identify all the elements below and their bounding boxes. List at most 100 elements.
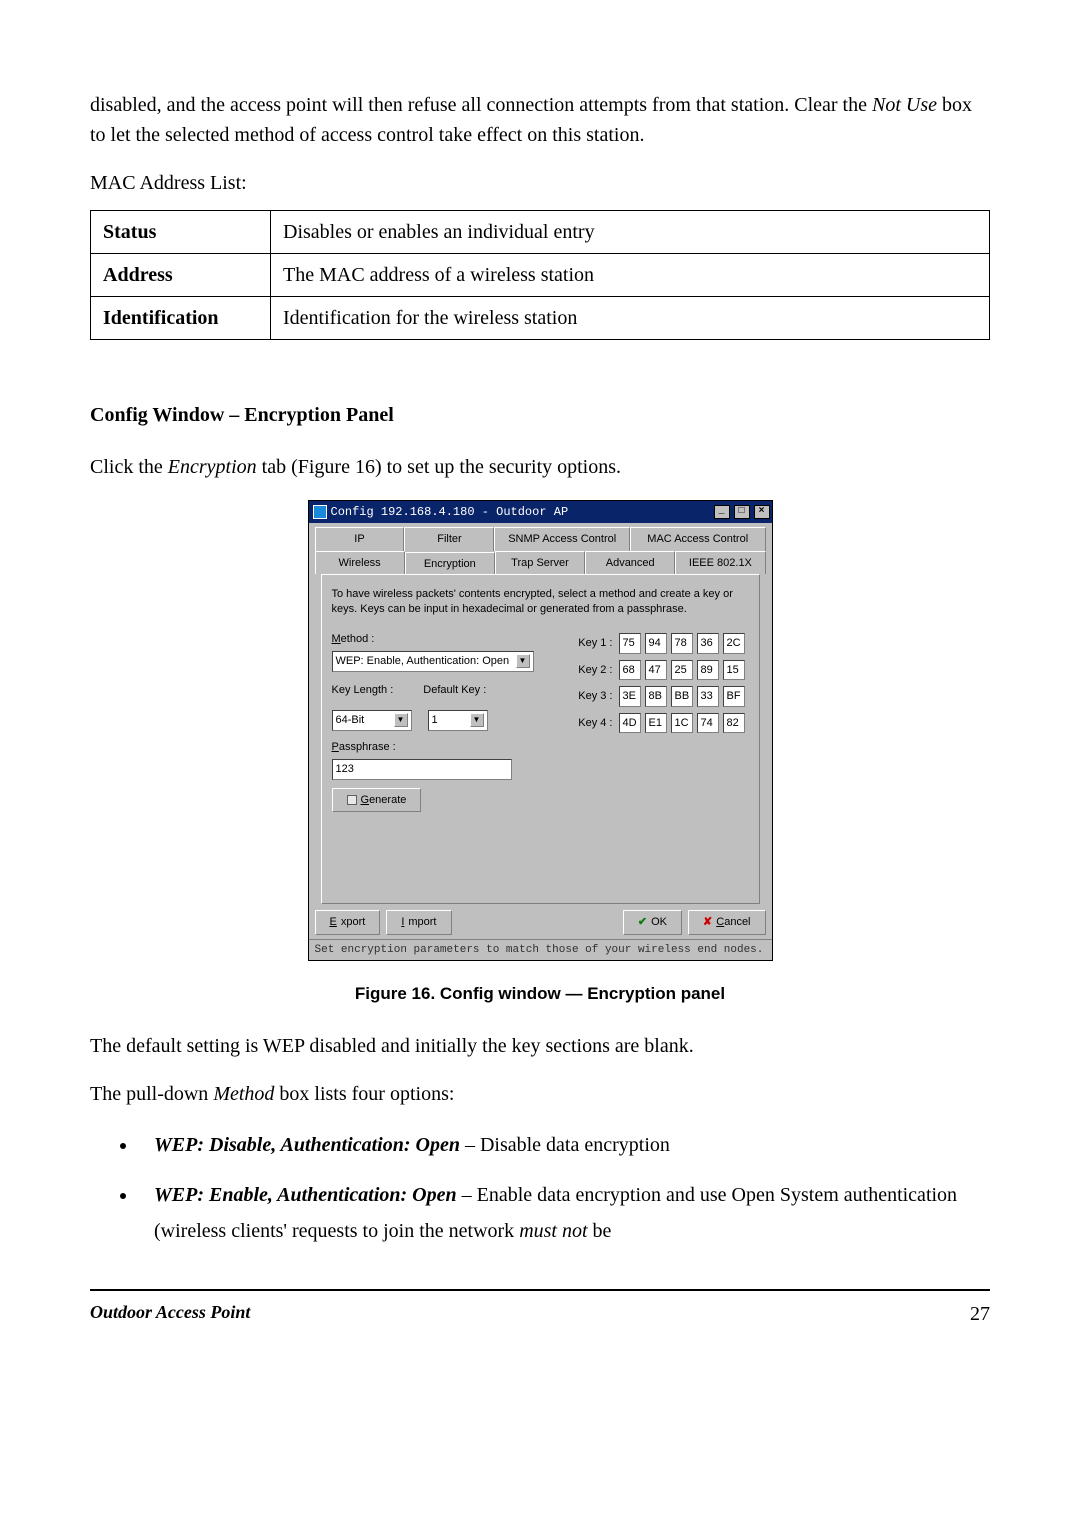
tab-ip[interactable]: IP <box>315 527 405 551</box>
bottom-button-row: Export Import ✔ OK ✘ Cancel <box>315 910 766 935</box>
label-text: assphrase : <box>339 741 396 753</box>
btn-text: OK <box>651 914 667 931</box>
titlebar: Config 192.168.4.180 - Outdoor AP _ □ × <box>309 501 772 523</box>
tab-encryption[interactable]: Encryption <box>405 552 495 576</box>
cancel-button[interactable]: ✘ Cancel <box>688 910 765 935</box>
accel: C <box>716 916 724 928</box>
panel-instruction: To have wireless packets' contents encry… <box>332 587 749 617</box>
text: box lists four options: <box>274 1083 454 1105</box>
tab-filter[interactable]: Filter <box>404 527 494 551</box>
maximize-button[interactable]: □ <box>734 505 750 519</box>
pulldown-paragraph: The pull-down Method box lists four opti… <box>90 1079 990 1109</box>
generate-button[interactable]: Generate <box>332 788 422 813</box>
tab-row-1: IP Filter SNMP Access Control MAC Access… <box>315 527 766 551</box>
system-menu-icon[interactable] <box>313 505 327 519</box>
key-cell[interactable]: 94 <box>645 633 667 654</box>
mac-col-desc: The MAC address of a wireless station <box>271 254 990 297</box>
click-encryption-line: Click the Encryption tab (Figure 16) to … <box>90 452 990 482</box>
chevron-down-icon: ▼ <box>470 713 484 727</box>
import-button[interactable]: Import <box>386 910 451 935</box>
key-cell[interactable]: 4D <box>619 713 641 734</box>
key-length-dropdown[interactable]: 64-Bit ▼ <box>332 710 412 731</box>
key-cell[interactable]: 75 <box>619 633 641 654</box>
list-item: WEP: Disable, Authentication: Open – Dis… <box>138 1127 990 1163</box>
intro-text: disabled, and the access point will then… <box>90 94 872 116</box>
key-cell[interactable]: E1 <box>645 713 667 734</box>
key-cell[interactable]: 82 <box>723 713 745 734</box>
key-cell[interactable]: 33 <box>697 686 719 707</box>
btn-text: enerate <box>369 794 406 806</box>
encryption-panel: To have wireless packets' contents encry… <box>321 574 760 904</box>
accel: M <box>332 633 341 645</box>
tab-advanced[interactable]: Advanced <box>585 551 675 575</box>
key-row-2: Key 2 : 68 47 25 89 15 <box>571 660 745 681</box>
key-cell[interactable]: 15 <box>723 660 745 681</box>
tab-mac-access[interactable]: MAC Access Control <box>630 527 766 551</box>
key-cell[interactable]: 3E <box>619 686 641 707</box>
mac-col-desc: Disables or enables an individual entry <box>271 211 990 254</box>
text-italic: Method <box>213 1083 274 1105</box>
figure-caption: Figure 16. Config window — Encryption pa… <box>90 981 990 1007</box>
key-cell[interactable]: 25 <box>671 660 693 681</box>
text: The pull-down <box>90 1083 213 1105</box>
key-cell[interactable]: 89 <box>697 660 719 681</box>
key-cell[interactable]: 74 <box>697 713 719 734</box>
key-label: Key 3 : <box>571 688 613 705</box>
table-row: Identification Identification for the wi… <box>91 297 990 340</box>
mac-col-header: Address <box>91 254 271 297</box>
key-row-1: Key 1 : 75 94 78 36 2C <box>571 633 745 654</box>
key-label: Key 4 : <box>571 715 613 732</box>
tab-snmp-access[interactable]: SNMP Access Control <box>494 527 630 551</box>
window-title: Config 192.168.4.180 - Outdoor AP <box>331 503 710 521</box>
intro-italic: Not Use <box>872 94 937 116</box>
accel: G <box>361 794 370 806</box>
passphrase-input[interactable]: 123 <box>332 759 512 780</box>
method-dropdown[interactable]: WEP: Enable, Authentication: Open ▼ <box>332 651 534 672</box>
accel: I <box>401 914 404 931</box>
export-button[interactable]: Export <box>315 910 381 935</box>
page-number: 27 <box>970 1299 990 1329</box>
mac-col-header: Status <box>91 211 271 254</box>
key-cell[interactable]: BF <box>723 686 745 707</box>
mac-address-table: Status Disables or enables an individual… <box>90 210 990 340</box>
default-setting-paragraph: The default setting is WEP disabled and … <box>90 1031 990 1061</box>
key-cell[interactable]: 78 <box>671 633 693 654</box>
check-icon: ✔ <box>638 914 647 931</box>
tab-row-2: Wireless Encryption Trap Server Advanced… <box>315 551 766 575</box>
passphrase-label: Passphrase : <box>332 739 749 756</box>
key-cell[interactable]: 8B <box>645 686 667 707</box>
config-window: Config 192.168.4.180 - Outdoor AP _ □ × … <box>308 500 773 961</box>
list-item: WEP: Enable, Authentication: Open – Enab… <box>138 1177 990 1249</box>
key-cell[interactable]: 68 <box>619 660 641 681</box>
key-cell[interactable]: 47 <box>645 660 667 681</box>
text-italic: Encryption <box>168 456 257 478</box>
default-key-dropdown[interactable]: 1 ▼ <box>428 710 488 731</box>
dropdown-value: 64-Bit <box>336 712 390 729</box>
key-row-3: Key 3 : 3E 8B BB 33 BF <box>571 686 745 707</box>
table-row: Address The MAC address of a wireless st… <box>91 254 990 297</box>
option-name: WEP: Disable, Authentication: Open <box>154 1134 460 1156</box>
ok-button[interactable]: ✔ OK <box>623 910 682 935</box>
tab-trap-server[interactable]: Trap Server <box>495 551 585 575</box>
page-footer: Outdoor Access Point 27 <box>90 1289 990 1329</box>
text: Click the <box>90 456 168 478</box>
tab-ieee8021x[interactable]: IEEE 802.1X <box>675 551 765 575</box>
tab-strip: IP Filter SNMP Access Control MAC Access… <box>309 523 772 904</box>
key-grid: Key 1 : 75 94 78 36 2C Key 2 : 68 47 25 … <box>571 633 745 739</box>
close-button[interactable]: × <box>754 505 770 519</box>
dropdown-value: WEP: Enable, Authentication: Open <box>336 653 512 670</box>
key-cell[interactable]: 1C <box>671 713 693 734</box>
chevron-down-icon: ▼ <box>516 654 530 668</box>
key-cell[interactable]: 36 <box>697 633 719 654</box>
key-length-label: Key Length : <box>332 682 394 699</box>
section-heading: Config Window – Encryption Panel <box>90 400 990 430</box>
tab-wireless[interactable]: Wireless <box>315 551 405 575</box>
generate-icon <box>347 795 357 805</box>
key-label: Key 2 : <box>571 662 613 679</box>
option-name: WEP: Enable, Authentication: Open <box>154 1184 457 1206</box>
key-cell[interactable]: BB <box>671 686 693 707</box>
text: tab (Figure 16) to set up the security o… <box>257 456 621 478</box>
key-cell[interactable]: 2C <box>723 633 745 654</box>
minimize-button[interactable]: _ <box>714 505 730 519</box>
key-label: Key 1 : <box>571 635 613 652</box>
